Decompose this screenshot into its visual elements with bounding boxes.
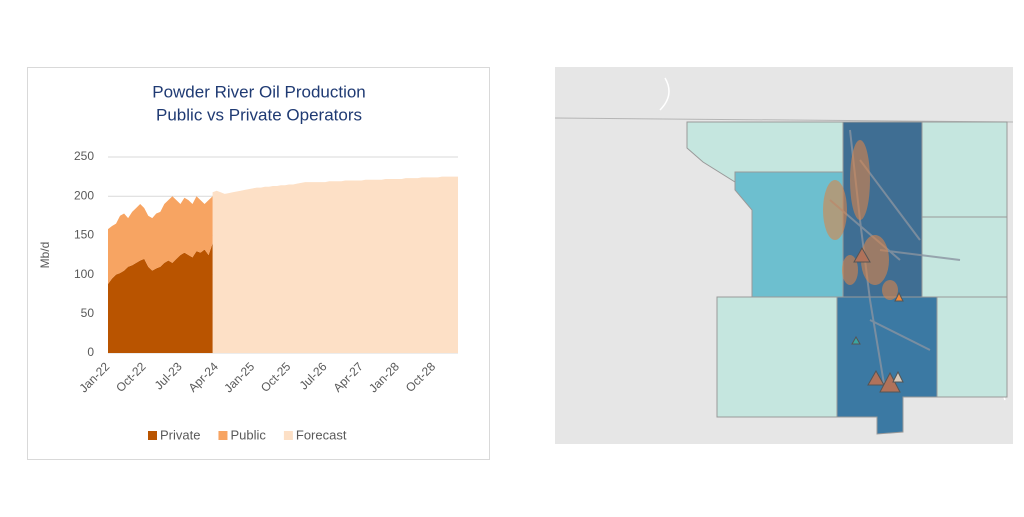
triangle-marker — [867, 369, 885, 386]
y-tick-label: 0 — [87, 345, 94, 359]
map — [554, 67, 1014, 444]
chart-title: Powder River Oil Production — [152, 82, 366, 101]
legend-label: Public — [230, 427, 266, 442]
y-axis-label: Mb/d — [38, 242, 52, 269]
county — [716, 296, 838, 418]
legend-label: Private — [160, 427, 200, 442]
triangle-marker — [851, 335, 861, 345]
legend-label: Forecast — [296, 427, 347, 442]
county — [921, 121, 1008, 218]
y-tick-label: 150 — [74, 228, 94, 242]
area-series — [108, 196, 213, 285]
y-tick-label: 200 — [74, 188, 94, 202]
legend-swatch — [218, 431, 228, 440]
y-tick-label: 50 — [81, 306, 95, 320]
legend-swatch — [148, 431, 157, 440]
wells — [823, 140, 898, 300]
county — [936, 296, 1008, 398]
y-tick-label: 250 — [74, 149, 94, 163]
legend-swatch — [283, 431, 293, 440]
area-series — [212, 176, 458, 353]
y-tick-label: 100 — [74, 267, 94, 281]
chart-subtitle: Public vs Private Operators — [156, 105, 362, 124]
area-series — [108, 243, 213, 353]
county — [836, 296, 938, 435]
triangle-marker — [894, 291, 904, 302]
triangle-marker — [892, 370, 904, 383]
triangle-marker — [853, 246, 871, 263]
state-border — [554, 117, 1014, 123]
